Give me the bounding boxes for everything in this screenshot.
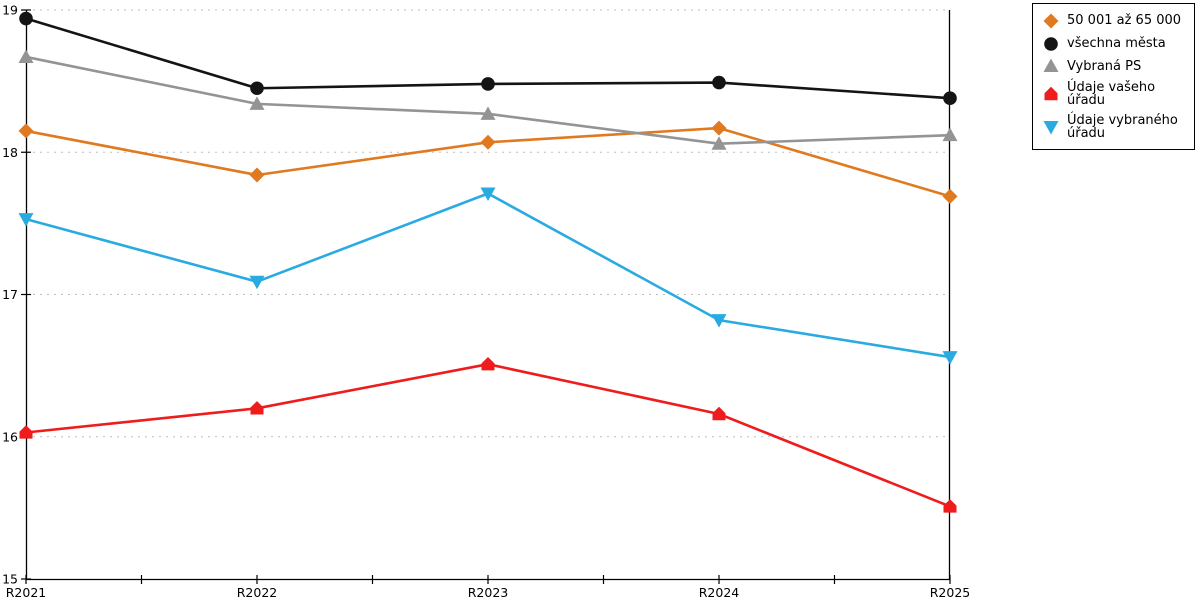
legend-item: Údaje vašeho úřadu [1042, 81, 1194, 107]
legend-label: Údaje vašeho úřadu [1067, 80, 1156, 109]
y-tick-label: 18 [2, 145, 18, 160]
data-point [943, 499, 957, 513]
series-line-4 [24, 192, 952, 359]
series-line-2 [24, 55, 952, 146]
series-line-3 [24, 362, 952, 508]
legend-label: Údaje vybraného úřadu [1067, 113, 1178, 142]
data-point [19, 425, 33, 439]
data-point [481, 357, 495, 371]
data-point [18, 49, 34, 63]
y-tick-label: 19 [2, 3, 18, 18]
data-point [942, 351, 958, 365]
data-point [480, 187, 496, 202]
data-point [19, 11, 33, 26]
x-tick-label: R2024 [699, 585, 740, 600]
data-point [481, 77, 495, 91]
data-point [249, 96, 265, 110]
pentagon-up-legend-icon [1044, 87, 1058, 101]
legend-item: 50 001 až 65 000 [1042, 13, 1194, 29]
legend: 50 001 až 65 000 všechna města Vybraná PS Ú… [1032, 3, 1195, 150]
legend-item: Údaje vybraného úřadu [1042, 114, 1194, 140]
y-tick-label: 17 [2, 287, 18, 302]
x-tick-label: R2025 [930, 585, 971, 600]
data-point [250, 401, 264, 415]
y-tick-label: 15 [2, 572, 18, 587]
x-tick-label: R2023 [468, 585, 509, 600]
data-point [480, 106, 496, 120]
data-point [18, 213, 34, 227]
legend-item: Vybraná PS [1042, 58, 1194, 74]
legend-label: všechna města [1067, 36, 1166, 52]
data-point [249, 275, 265, 290]
x-tick-label: R2022 [237, 585, 278, 600]
data-point [943, 91, 957, 105]
data-point [480, 134, 496, 150]
data-point [711, 120, 727, 136]
data-point [712, 75, 726, 90]
triangle-up-legend-icon [1043, 58, 1059, 73]
data-point [711, 314, 727, 328]
legend-label: 50 001 až 65 000 [1067, 13, 1182, 29]
data-point [249, 167, 265, 183]
y-tick-label: 16 [2, 429, 18, 444]
data-point [711, 136, 727, 150]
x-tick-label: R2021 [6, 585, 47, 600]
data-point [942, 188, 958, 204]
data-point [18, 123, 34, 139]
data-point [942, 127, 958, 142]
data-point [250, 81, 264, 96]
circle-legend-icon [1044, 36, 1058, 51]
data-point [712, 406, 726, 421]
triangle-down-legend-icon [1043, 121, 1059, 135]
diamond-legend-icon [1043, 13, 1059, 29]
legend-item: všechna města [1042, 36, 1194, 52]
legend-label: Vybraná PS [1067, 58, 1142, 74]
